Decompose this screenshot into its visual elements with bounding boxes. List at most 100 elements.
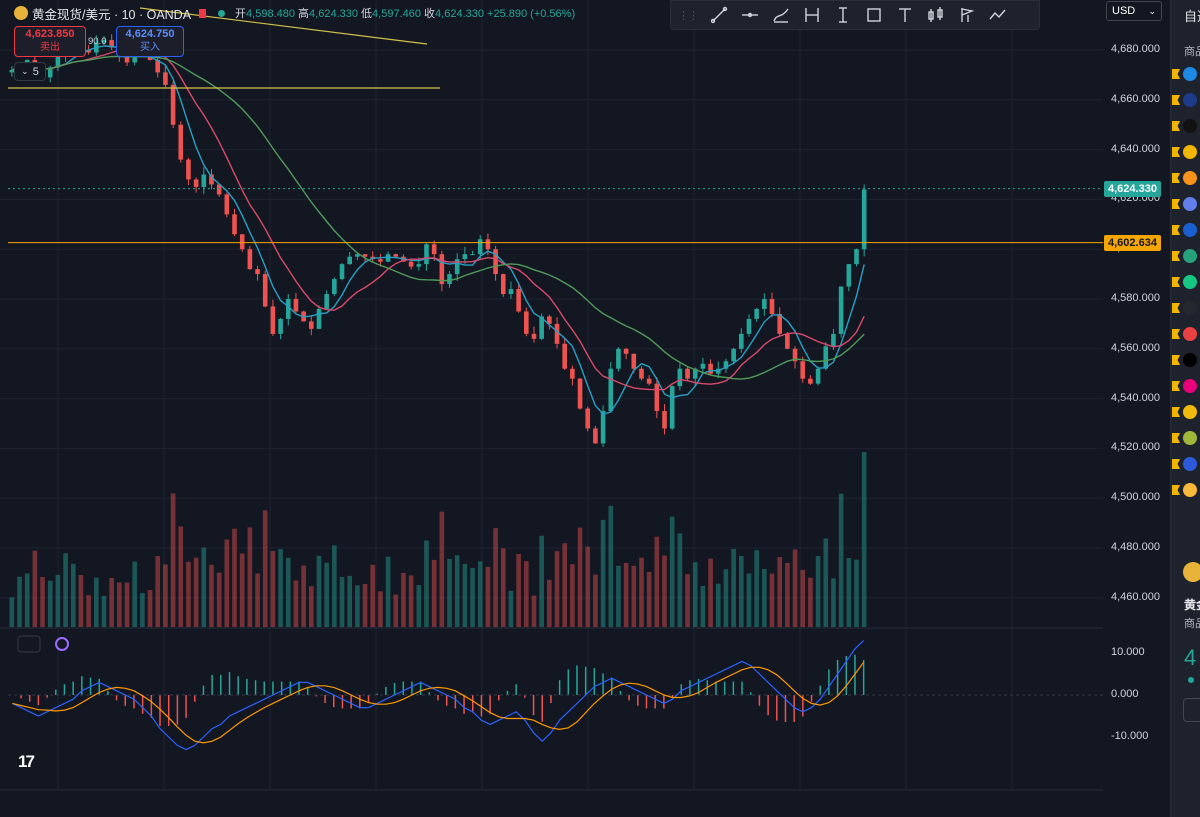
volume-bar	[78, 574, 84, 627]
flag-icon[interactable]	[1172, 69, 1180, 79]
flag-icon[interactable]	[1172, 277, 1180, 287]
watchlist-row[interactable]	[1171, 92, 1200, 108]
flag-icon[interactable]	[1172, 355, 1180, 365]
volume-bar	[101, 595, 107, 627]
volume-bar	[769, 573, 775, 627]
watchlist-row[interactable]	[1171, 326, 1200, 342]
sell-button[interactable]: 4,623.850 卖出	[14, 26, 86, 57]
flag-icon[interactable]	[1172, 199, 1180, 209]
buy-button[interactable]: 4,624.750 买入	[116, 26, 184, 57]
coin-icon	[1183, 275, 1197, 289]
symbol-title[interactable]: 黄金现货/美元 · 10 · OANDA	[32, 7, 192, 22]
curve-brush-icon[interactable]	[770, 4, 792, 26]
watchlist-row[interactable]	[1171, 66, 1200, 82]
candle-body	[485, 239, 491, 250]
flag-icon[interactable]	[1172, 485, 1180, 495]
price-axis[interactable]: 4,680.0004,660.0004,640.0004,620.0004,60…	[1103, 0, 1170, 817]
flag-icon[interactable]	[1172, 95, 1180, 105]
candle-body	[470, 254, 475, 256]
chart-area[interactable]	[0, 0, 1170, 817]
candle-body	[309, 321, 314, 329]
rectangle-icon[interactable]	[863, 4, 885, 26]
volume-bar	[539, 535, 544, 627]
macd-tick-label: -10.000	[1111, 730, 1149, 742]
flag-icon[interactable]	[1172, 407, 1180, 417]
watchlist-row[interactable]	[1171, 352, 1200, 368]
flag-icon[interactable]	[1172, 173, 1180, 183]
current-price-badge: 4,624.330	[1104, 180, 1161, 197]
candle-body	[769, 299, 775, 314]
flag-icon[interactable]	[1172, 121, 1180, 131]
currency-select[interactable]: USD ⌄	[1106, 1, 1162, 21]
price-tick-label: 4,640.000	[1111, 142, 1160, 155]
chart-canvas[interactable]	[0, 0, 1103, 817]
horizontal-line-price-badge[interactable]: 4,602.634	[1104, 234, 1161, 251]
coin-icon	[1183, 249, 1197, 263]
watchlist-row[interactable]	[1171, 144, 1200, 160]
candle-body	[662, 411, 667, 429]
candle-body	[385, 254, 391, 262]
buy-label: 买入	[140, 42, 160, 53]
volume-bar	[285, 557, 291, 627]
change-value: +25.890 (+0.56%)	[487, 8, 576, 20]
indicators-collapse-button[interactable]: ⌄ 5	[14, 62, 46, 81]
volume-bar	[800, 569, 806, 627]
flag-icon[interactable]	[1172, 459, 1180, 469]
watchlist-title[interactable]: 自选	[1184, 9, 1200, 24]
coin-icon	[1183, 223, 1197, 237]
flag-icon[interactable]	[1172, 147, 1180, 157]
watchlist-row[interactable]	[1171, 248, 1200, 264]
drag-handle-icon[interactable]: ⋮⋮	[678, 9, 699, 22]
watchlist-row[interactable]	[1171, 222, 1200, 238]
forecast-path-icon[interactable]	[987, 4, 1009, 26]
watchlist-row[interactable]	[1171, 170, 1200, 186]
watchlist-row[interactable]	[1171, 430, 1200, 446]
candle-body	[547, 316, 552, 324]
watchlist-row[interactable]	[1171, 118, 1200, 134]
volume-bar	[170, 493, 176, 627]
text-icon[interactable]	[894, 4, 916, 26]
horizontal-line-icon[interactable]	[739, 4, 761, 26]
macd-settings-icon[interactable]	[55, 637, 69, 651]
coin-icon	[1183, 483, 1197, 497]
volume-bar	[570, 564, 575, 627]
macd-collapse-button[interactable]	[17, 635, 41, 653]
volume-bar	[823, 538, 829, 627]
vertical-line-icon[interactable]	[832, 4, 854, 26]
watchlist-row[interactable]	[1171, 482, 1200, 498]
flag-icon[interactable]	[1172, 329, 1180, 339]
candle-body	[785, 333, 790, 349]
low-value: 4,597.460	[372, 8, 421, 20]
watchlist-row[interactable]	[1171, 456, 1200, 472]
watchlist-row[interactable]	[1171, 300, 1200, 316]
volume-bar	[608, 505, 614, 627]
flag-pattern-icon[interactable]	[956, 4, 978, 26]
watchlist-row[interactable]	[1171, 378, 1200, 394]
macd-tick-label: 0.000	[1111, 688, 1139, 700]
flag-icon[interactable]	[1172, 251, 1180, 261]
gold-symbol-icon	[14, 6, 28, 20]
watchlist-row[interactable]	[1171, 274, 1200, 290]
selected-symbol-price: 4	[1184, 645, 1197, 670]
red-flag-icon[interactable]	[199, 8, 207, 18]
candle-body	[247, 249, 253, 270]
panel-action-button[interactable]	[1183, 698, 1200, 722]
flag-icon[interactable]	[1172, 381, 1180, 391]
watchlist-row[interactable]	[1171, 404, 1200, 420]
volume-bar	[247, 527, 253, 627]
flag-icon[interactable]	[1172, 303, 1180, 313]
watchlist-row[interactable]	[1171, 196, 1200, 212]
buy-price: 4,624.750	[125, 28, 175, 40]
price-range-icon[interactable]	[801, 4, 823, 26]
flag-icon[interactable]	[1172, 225, 1180, 235]
symbol-header: 黄金现货/美元 · 10 · OANDA 开4,598.480 高4,624.3…	[14, 4, 575, 22]
macd-tick-label: 10.000	[1111, 646, 1145, 658]
candles-icon[interactable]	[925, 4, 947, 26]
flag-icon[interactable]	[1172, 433, 1180, 443]
tradingview-logo[interactable]: 17	[18, 752, 35, 771]
candle-body	[193, 179, 199, 187]
volume-bar	[838, 493, 844, 627]
trend-line-icon[interactable]	[708, 4, 730, 26]
candle-body	[831, 333, 836, 347]
volume-bar	[746, 573, 752, 627]
